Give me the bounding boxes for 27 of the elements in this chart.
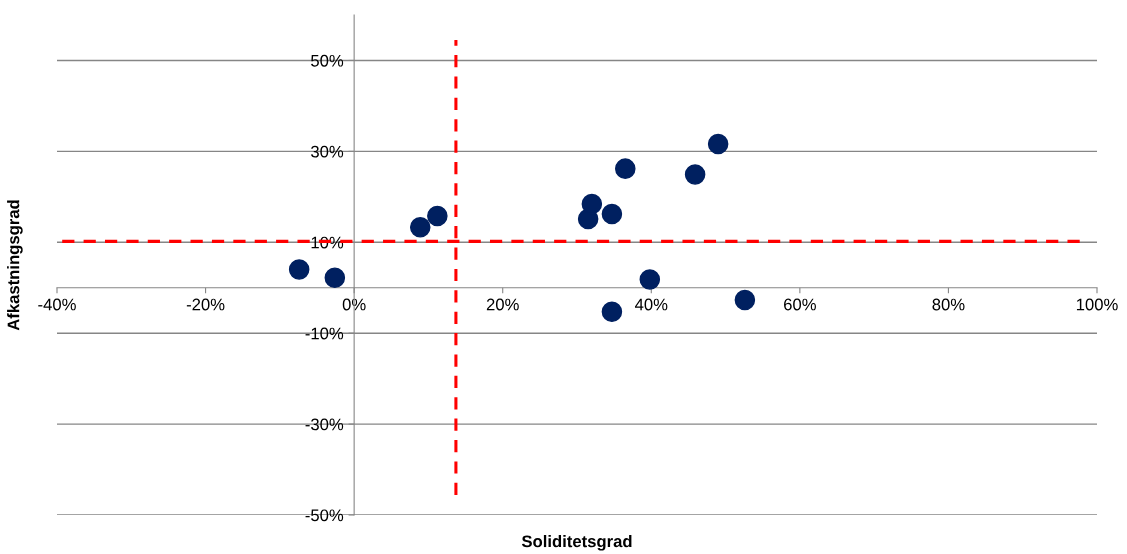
- point: [581, 193, 603, 215]
- x-tick-label: 0%: [342, 298, 366, 311]
- point: [734, 289, 756, 311]
- x-tick-label: -40%: [38, 298, 76, 311]
- point: [615, 158, 636, 179]
- x-tick-label: 40%: [634, 298, 668, 311]
- point: [601, 301, 623, 323]
- y-tick-label: 30%: [311, 145, 344, 158]
- y-axis-title: Afkastningsgrad: [7, 200, 23, 331]
- x-axis-title: Soliditetsgrad: [521, 535, 632, 551]
- x-tick-label: 80%: [932, 298, 965, 311]
- point: [324, 267, 346, 288]
- x-tick-label: 60%: [784, 298, 816, 311]
- x-tick-label: -20%: [186, 298, 225, 311]
- point: [684, 164, 706, 185]
- y-tick-label: 50%: [311, 54, 344, 67]
- point: [427, 205, 448, 227]
- y-tick-label: -10%: [305, 327, 344, 340]
- point: [409, 217, 431, 238]
- point: [707, 133, 729, 155]
- point: [288, 259, 310, 280]
- x-tick-label: 100%: [1076, 298, 1118, 311]
- x-tick-label: 20%: [486, 298, 519, 311]
- y-tick-label: -30%: [305, 418, 344, 431]
- point: [601, 203, 623, 225]
- y-tick-label: -50%: [305, 509, 344, 522]
- point: [639, 269, 661, 290]
